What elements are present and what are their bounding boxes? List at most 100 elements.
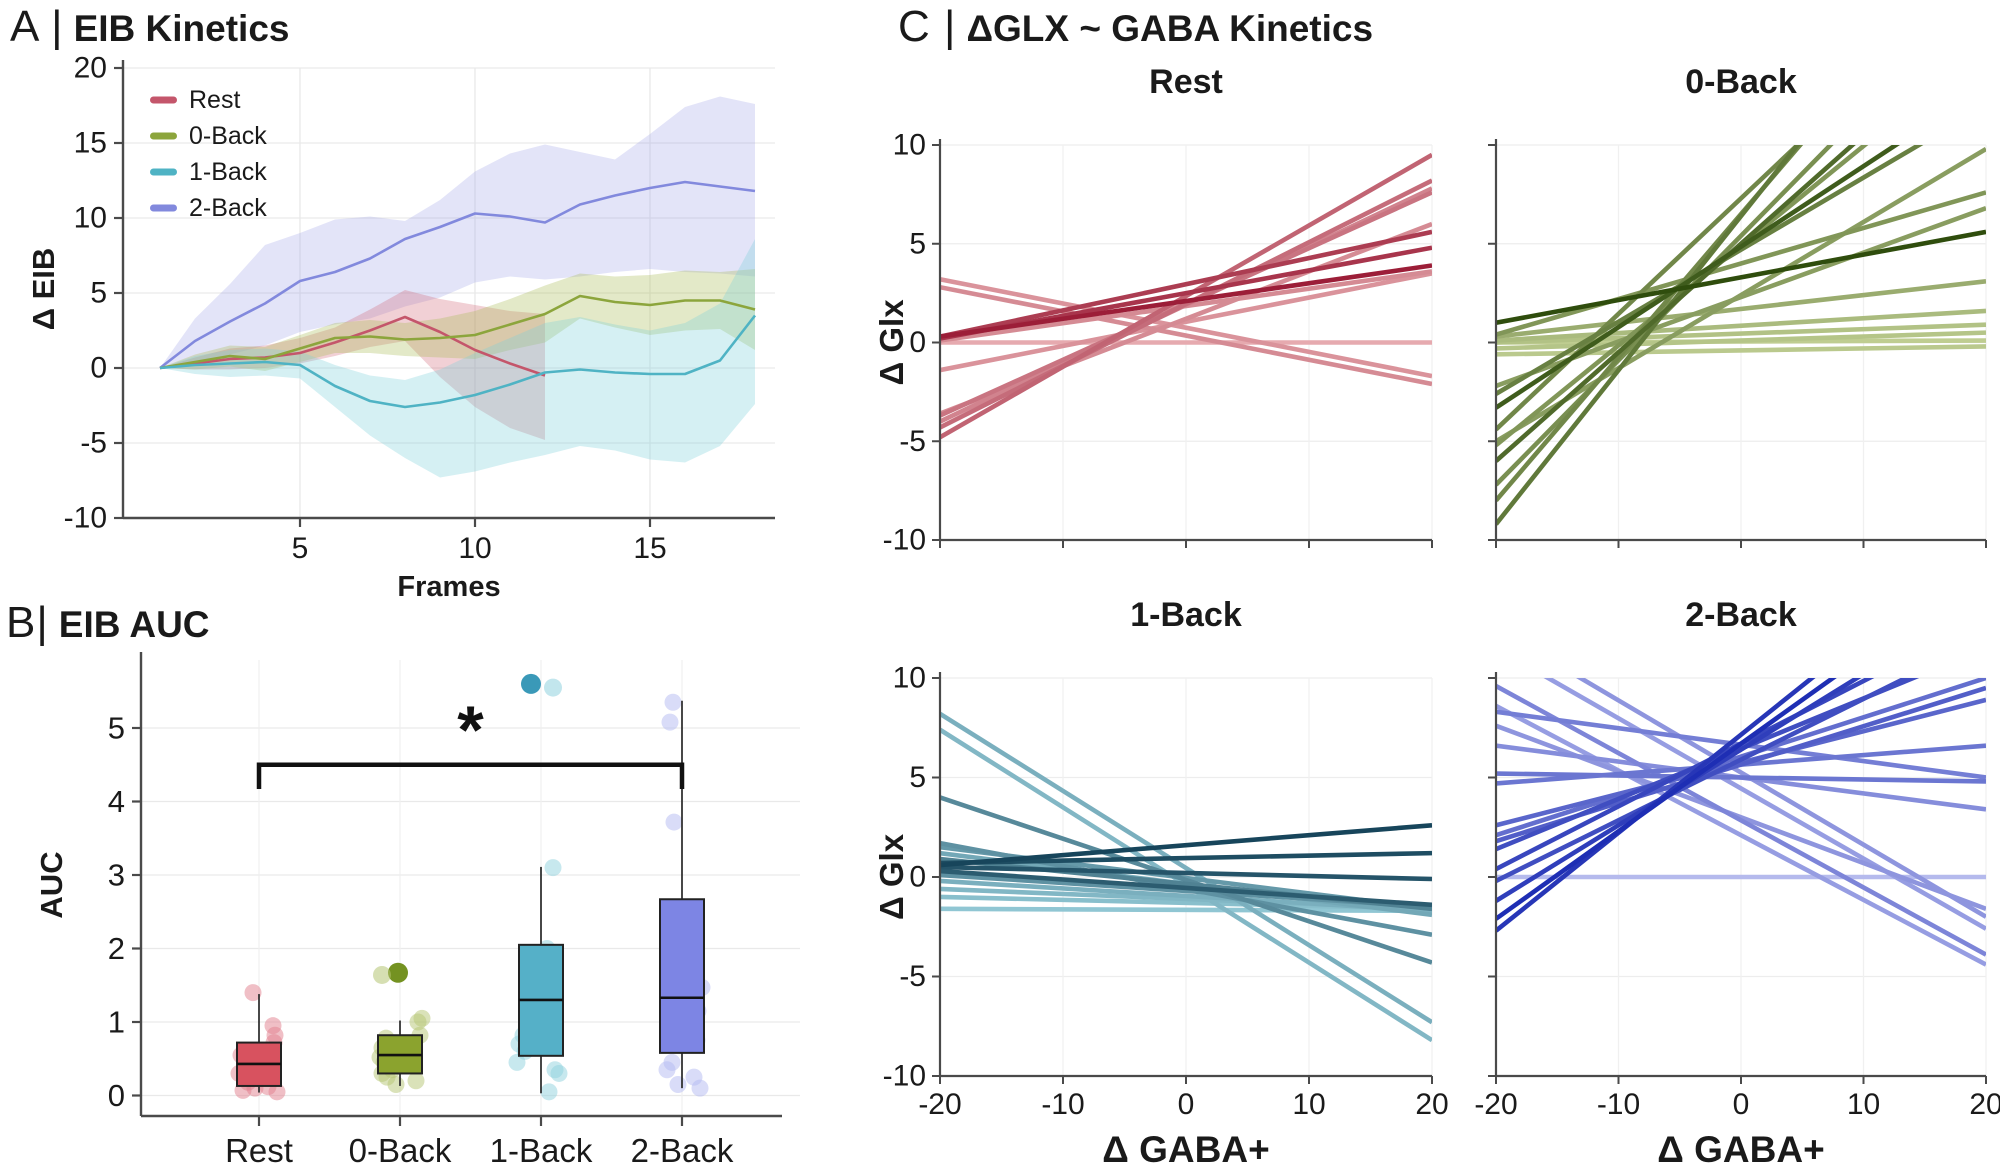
category-label: 1-Back: [490, 1132, 593, 1169]
outlier-point-dark: [521, 673, 541, 694]
category-label: 2-Back: [631, 1132, 734, 1169]
tick-label: -10: [64, 502, 107, 535]
panel-a-bands: [160, 96, 755, 478]
tick-label: 5: [108, 711, 125, 746]
regression-line: [1496, 145, 1924, 396]
panel-a-chart: 20 15 10 5 0 -5 -10 5 10 15 Frames Δ EIB Rest 0-Back 1…: [26, 52, 775, 603]
series-line-0-back: [159, 294, 756, 370]
regression-line: [940, 711, 1432, 1025]
regression-line: [1496, 229, 1986, 326]
outlier-point: [544, 678, 562, 697]
tick-label: 5: [909, 227, 926, 260]
tick-label: 0: [909, 326, 926, 359]
panel-b-ylabel: AUC: [34, 851, 69, 918]
panel-a-label: A |: [10, 2, 64, 51]
data-point: [661, 713, 679, 731]
tick-label: 10: [1292, 1088, 1325, 1121]
data-point: [508, 1053, 526, 1071]
significance-bracket: [256, 762, 685, 790]
tick-label: 10: [1847, 1088, 1880, 1121]
legend-swatch-0-back: [150, 132, 177, 140]
tick-label: 10: [893, 662, 926, 695]
data-point: [669, 1075, 687, 1093]
legend-swatch-1-back: [150, 168, 177, 176]
legend-label: 1-Back: [189, 158, 267, 186]
subplot-title: 1-Back: [1130, 596, 1242, 634]
significance: *: [256, 692, 685, 790]
subplot-title: Rest: [1149, 63, 1223, 101]
category-label: 0-Back: [349, 1132, 452, 1169]
panel-b-title-text: EIB AUC: [58, 604, 210, 645]
tick-label: 5: [90, 277, 107, 310]
tick-label: 5: [292, 532, 309, 565]
panel-a-legend: Rest 0-Back 1-Back 2-Back: [150, 86, 267, 222]
regression-line: [940, 868, 1432, 908]
legend-swatch-rest: [150, 96, 177, 104]
boxplot-rest: [230, 984, 286, 1101]
panel-c-title-text: ΔGLX ~ GABA Kinetics: [966, 8, 1374, 49]
category-label: Rest: [225, 1132, 293, 1169]
panel-a-title: A | EIB Kinetics: [10, 2, 289, 52]
tick-label: -20: [1474, 1088, 1517, 1121]
panel-b-axes: 0 1 2 3 4 5 AUC Rest 0-Back 1-Back 2-Back: [34, 652, 782, 1169]
data-point: [544, 859, 562, 877]
tick-label: 10: [74, 202, 107, 235]
regression-line: [1496, 683, 1986, 957]
tick-label: 10: [458, 532, 491, 565]
tick-label: 20: [1415, 1088, 1448, 1121]
outlier-point-dark: [388, 962, 408, 983]
regression-line: [1496, 678, 1911, 884]
regression-line: [940, 284, 1432, 387]
regression-line: [940, 795, 1432, 965]
tick-label: -10: [1041, 1088, 1084, 1121]
tick-label: 20: [1969, 1088, 2000, 1121]
lines: [1496, 678, 1986, 967]
tick-label: -5: [80, 427, 107, 460]
axes: 10 5 0 -5 -10: [883, 129, 1433, 557]
regression-line: [940, 152, 1432, 440]
regression-line: [1496, 308, 1986, 343]
regression-line: [940, 178, 1432, 430]
tick-label: -5: [899, 960, 926, 993]
tick-label: 10: [893, 129, 926, 162]
regression-line: [940, 822, 1432, 868]
tick-label: -10: [883, 1060, 926, 1093]
tick-label: 0: [90, 352, 107, 385]
regression-line: [1496, 703, 1986, 967]
subplot-0-back: 0-Back: [1488, 63, 1987, 548]
tick-label: 1: [108, 1005, 125, 1040]
tick-label: 20: [74, 52, 107, 85]
tick-label: 4: [108, 784, 125, 819]
band-1-back: [160, 239, 755, 478]
tick-label: -5: [899, 425, 926, 458]
data-point: [658, 1061, 676, 1079]
legend-label: 0-Back: [189, 122, 267, 150]
tick-label: 0: [1733, 1088, 1750, 1121]
lines: [940, 152, 1432, 440]
tick-label: 0: [1178, 1088, 1195, 1121]
data-point: [664, 693, 682, 711]
legend-swatch-2-back: [150, 204, 177, 212]
regression-line: [940, 864, 1432, 882]
regression-line: [1496, 278, 1986, 339]
data-point: [409, 1013, 427, 1031]
band-2-back: [160, 96, 755, 368]
panel-a-title-text: EIB Kinetics: [73, 8, 290, 49]
regression-line: [940, 229, 1432, 339]
regression-line: [1496, 145, 1856, 463]
data-point: [244, 984, 262, 1002]
data-point: [387, 1075, 405, 1093]
panel-c-title: C | ΔGLX ~ GABA Kinetics: [898, 2, 1373, 52]
axes: [1488, 139, 1987, 548]
tick-label: 15: [633, 532, 666, 565]
band-rest: [160, 290, 545, 440]
tick-label: 2: [108, 931, 125, 966]
data-point: [691, 1079, 709, 1097]
panel-b-title: B| EIB AUC: [6, 598, 210, 648]
y-axis-label: Δ Glx: [873, 299, 910, 386]
box: [659, 898, 705, 1054]
tick-label: 15: [74, 127, 107, 160]
